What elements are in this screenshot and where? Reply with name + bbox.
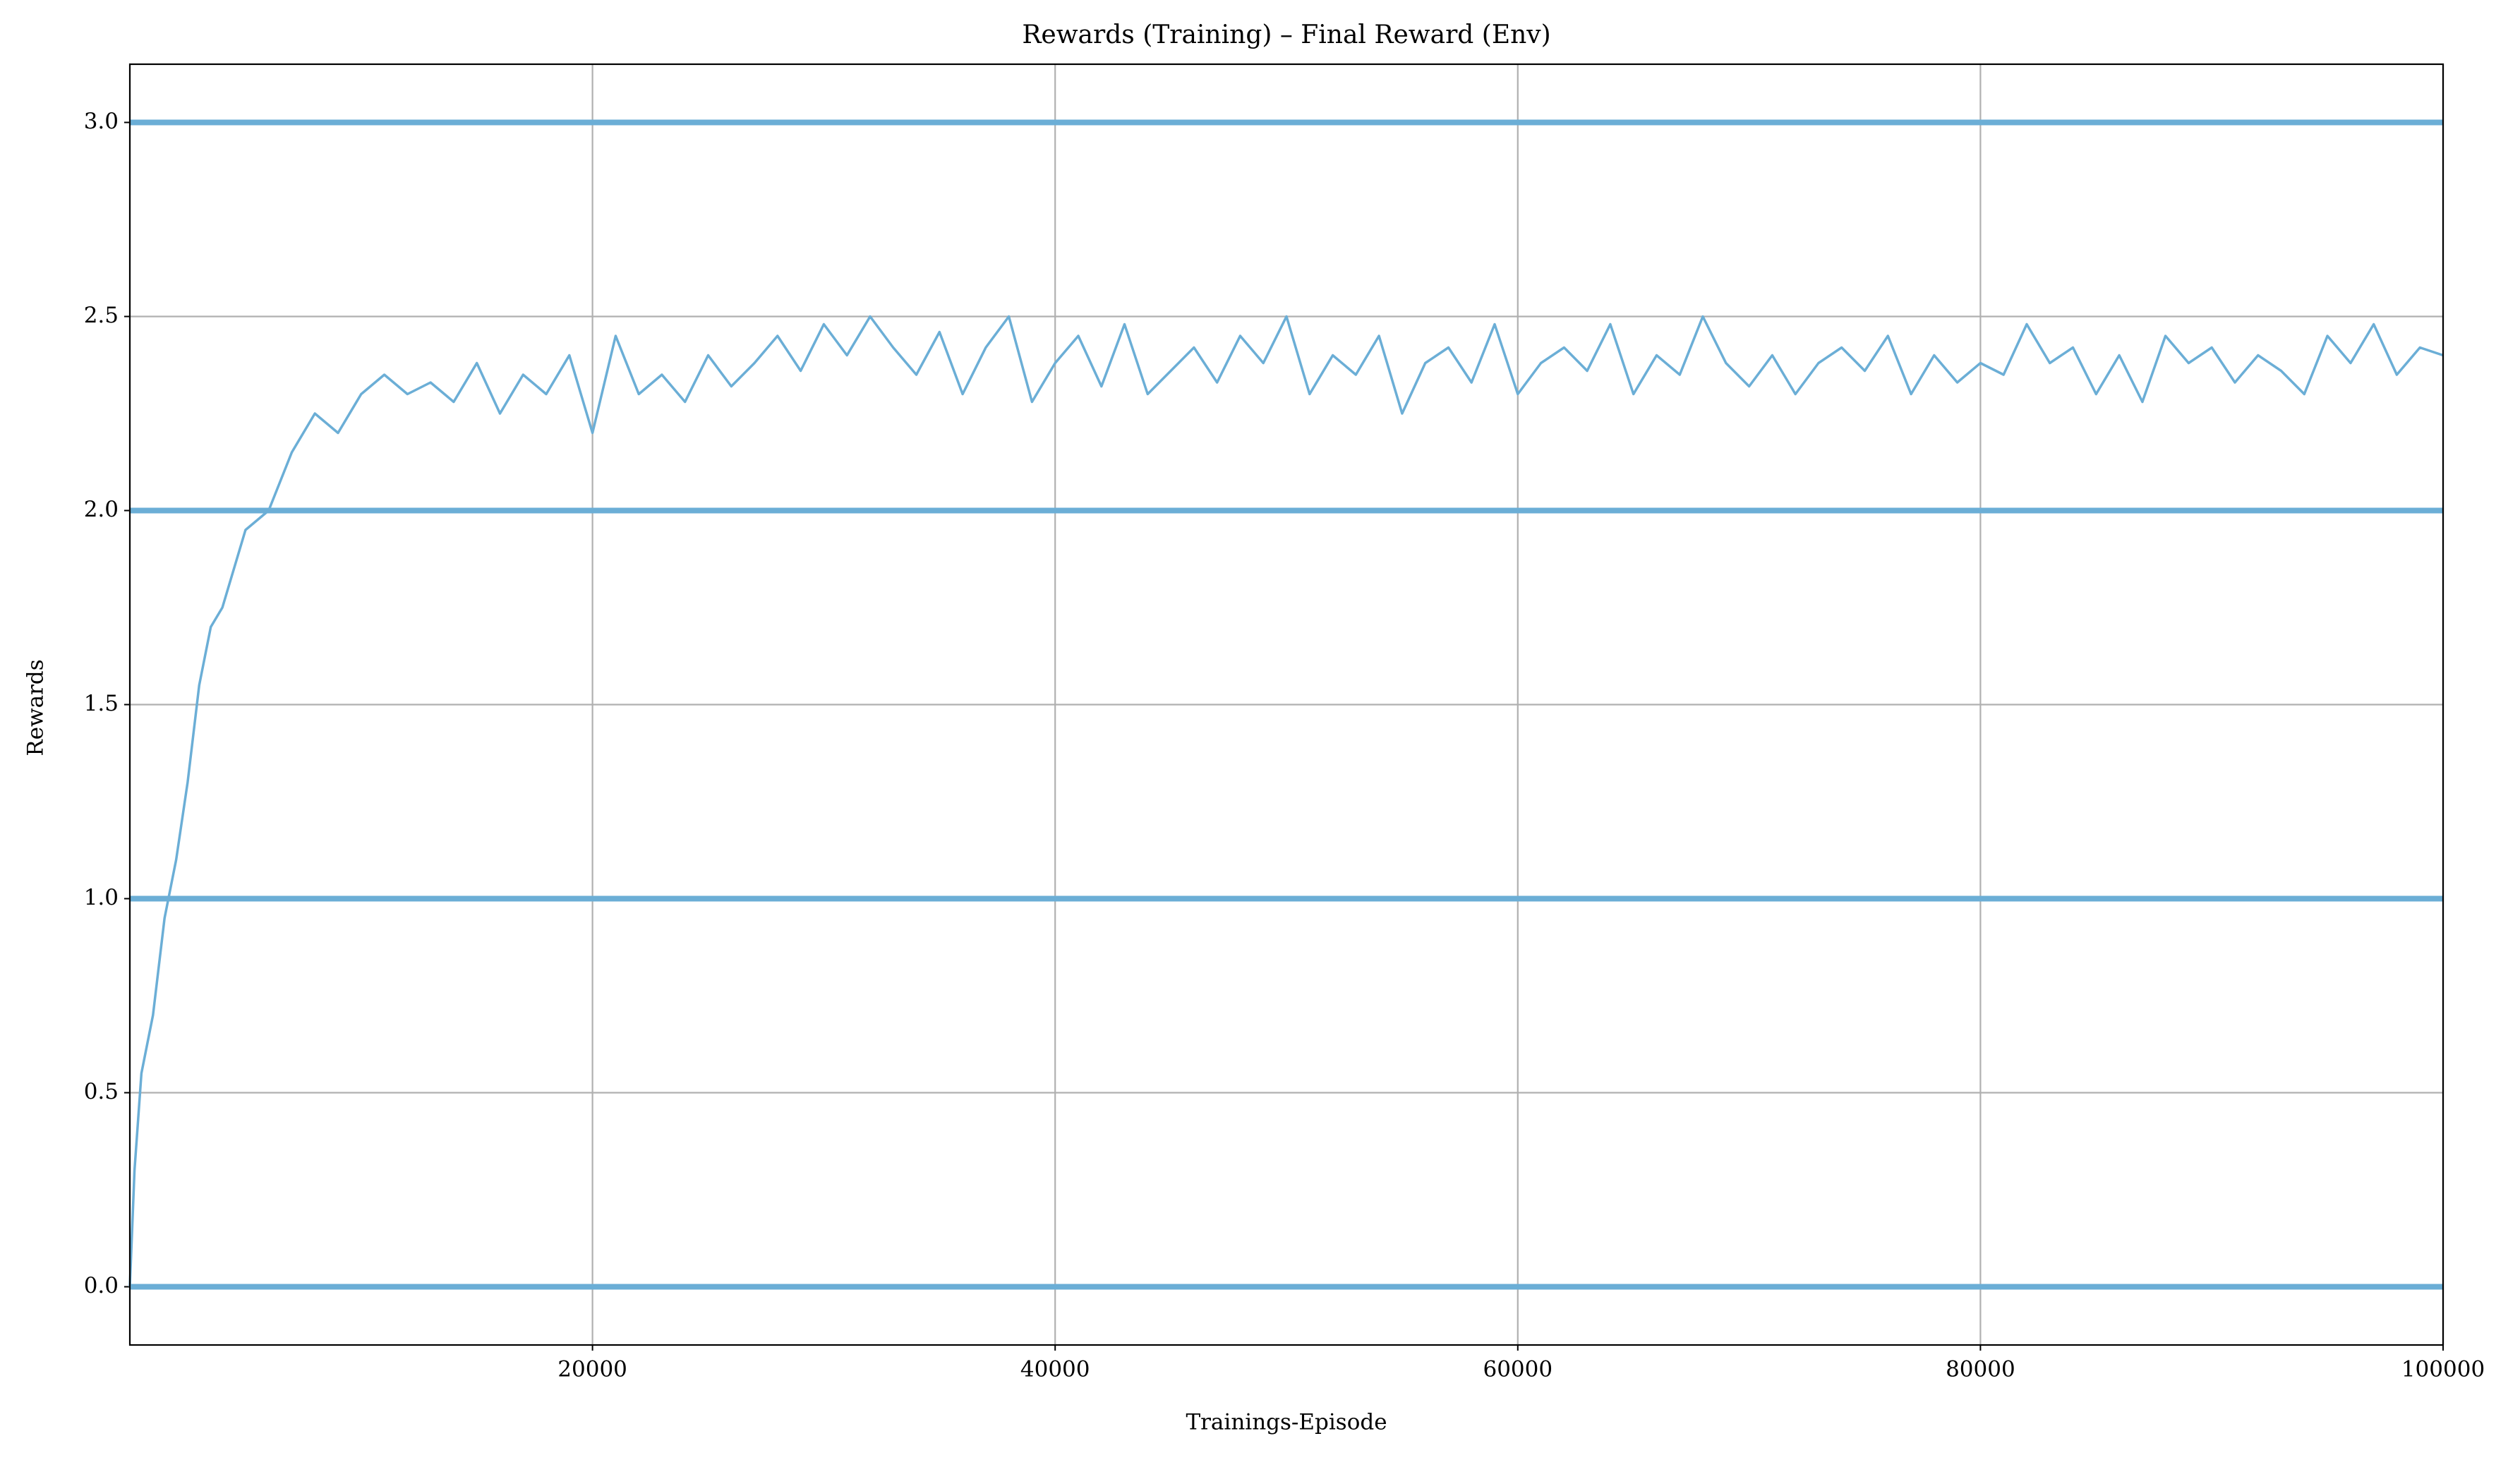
- y-tick-label: 2.5: [84, 303, 119, 328]
- x-tick-label: 100000: [2401, 1357, 2485, 1382]
- y-tick-label: 2.0: [84, 497, 119, 522]
- x-tick-label: 80000: [1946, 1357, 2015, 1382]
- y-tick-label: 0.0: [84, 1273, 119, 1298]
- x-tick-label: 60000: [1483, 1357, 1553, 1382]
- y-tick-label: 1.0: [84, 885, 119, 910]
- y-tick-label: 0.5: [84, 1079, 119, 1104]
- series-line: [128, 315, 2444, 1287]
- x-axis-label: Trainings-Episode: [1186, 1410, 1387, 1435]
- x-tick-label: 20000: [557, 1357, 627, 1382]
- y-tick-label: 3.0: [84, 109, 119, 134]
- y-axis-label: Rewards: [23, 659, 49, 756]
- chart-title: Rewards (Training) – Final Reward (Env): [1022, 20, 1550, 49]
- plot-frame: [128, 63, 2444, 1346]
- y-tick-label: 1.5: [84, 691, 119, 716]
- x-tick-label: 40000: [1020, 1357, 1090, 1382]
